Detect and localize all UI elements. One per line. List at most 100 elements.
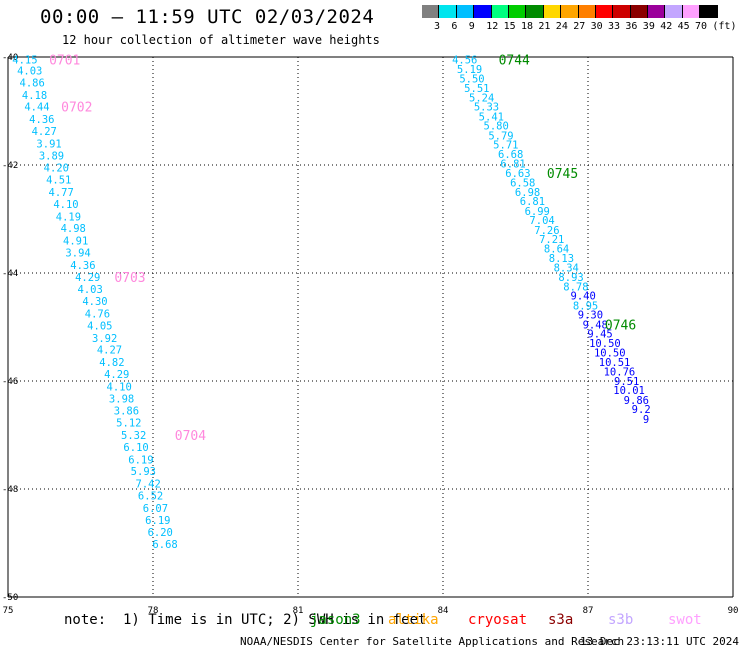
wave-height-label: 6.81 xyxy=(500,158,525,170)
wave-height-label: 3.98 xyxy=(109,393,134,405)
wave-height-label: 9.40 xyxy=(571,291,596,303)
scale-swatch xyxy=(613,5,631,18)
scale-swatch xyxy=(561,5,579,18)
wave-height-label: 4.86 xyxy=(20,77,45,89)
time-label: 0703 xyxy=(114,271,145,286)
wave-height-label: 5.51 xyxy=(464,83,489,95)
wave-height-label: 6.58 xyxy=(510,177,535,189)
mission-legend-altika: altika xyxy=(388,612,439,628)
y-tick-label: -46 xyxy=(2,377,18,387)
wave-height-label: 5.32 xyxy=(121,430,146,442)
scale-swatch xyxy=(526,5,544,18)
graticule xyxy=(7,56,734,598)
scale-swatch xyxy=(422,5,440,18)
scale-label: 39 xyxy=(642,21,655,32)
scale-swatch xyxy=(474,5,492,18)
wave-height-label: 8.95 xyxy=(573,300,598,312)
wave-height-label: 9.45 xyxy=(587,328,612,340)
wave-height-label: 7.21 xyxy=(539,234,564,246)
wave-height-label: 6.52 xyxy=(138,490,163,502)
mission-legend-jason3: jason3 xyxy=(310,612,361,628)
scale-label: 3 xyxy=(434,21,441,32)
scale-label: 42 xyxy=(660,21,673,32)
wave-height-label: 5.12 xyxy=(116,418,141,430)
wave-height-label: 4.29 xyxy=(104,369,129,381)
scale-swatch xyxy=(682,5,701,18)
wave-height-label: 7.42 xyxy=(136,479,161,491)
time-label: 0701 xyxy=(49,54,80,69)
wave-height-label: 5.33 xyxy=(474,102,499,114)
wave-height-label: 6.10 xyxy=(123,442,148,454)
wave-height-label: 4.51 xyxy=(46,175,71,187)
wave-height-label: 5.41 xyxy=(479,111,504,123)
wave-height-label: 4.05 xyxy=(87,320,112,332)
scale-swatch xyxy=(595,5,614,18)
wave-height-label: 8.34 xyxy=(554,263,579,275)
wave-height-label: 8.78 xyxy=(563,282,588,294)
y-tick-label: -42 xyxy=(2,161,18,171)
wave-height-label: 4.76 xyxy=(85,309,110,321)
wave-height-tracks: 4.154.034.864.184.444.364.273.913.894.20… xyxy=(12,55,650,551)
wave-height-label: 4.03 xyxy=(78,284,103,296)
wave-height-label: 4.77 xyxy=(49,187,74,199)
time-label: 0745 xyxy=(547,167,578,182)
wave-height-label: 9.86 xyxy=(624,395,649,407)
wave-height-label: 4.91 xyxy=(63,236,88,248)
wave-height-label: 4.19 xyxy=(56,211,81,223)
wave-height-label: 4.98 xyxy=(61,223,86,235)
time-label: 0746 xyxy=(605,318,636,333)
wave-height-label: 9 xyxy=(643,414,649,426)
wave-height-label: 4.56 xyxy=(452,55,477,67)
time-label: 0744 xyxy=(499,54,530,69)
color-scale-labels: 3 6 9 12 15 18 21 24 27 30 33 36 39 42 45 70 (ft) xyxy=(422,21,740,33)
scale-label: (ft) xyxy=(712,21,737,32)
wave-height-label: 3.92 xyxy=(92,333,117,345)
page-subtitle: 12 hour collection of altimeter wave hei… xyxy=(62,33,380,47)
color-scale-bar xyxy=(422,5,718,18)
credit-line: NOAA/NESDIS Center for Satellite Applica… xyxy=(240,635,625,648)
scale-label: 21 xyxy=(538,21,551,32)
wave-height-label: 4.36 xyxy=(70,260,95,272)
scale-label: 45 xyxy=(677,21,690,32)
scale-swatch xyxy=(456,5,475,18)
mission-legend-s3a: s3a xyxy=(548,612,574,628)
wave-height-label: 9.51 xyxy=(614,376,639,388)
scale-swatch xyxy=(491,5,509,18)
x-tick-label: 84 xyxy=(438,606,449,616)
time-label: 0702 xyxy=(61,101,92,116)
y-tick-label: -48 xyxy=(2,485,18,495)
wave-height-label: 9.2 xyxy=(632,404,651,416)
x-tick-label: 75 xyxy=(3,606,14,616)
y-tick-label: -50 xyxy=(2,593,18,603)
scale-label: 15 xyxy=(503,21,516,32)
generation-timestamp: 13 Dec 23:13:11 UTC 2024 xyxy=(580,635,739,648)
wave-height-label: 4.20 xyxy=(44,163,69,175)
wave-height-label: 5.50 xyxy=(459,74,484,86)
wave-height-label: 10.76 xyxy=(604,366,636,378)
x-tick-label: 78 xyxy=(148,606,159,616)
footer-note: note: 1) Time is in UTC; 2) SWH is in fe… xyxy=(64,612,427,628)
mission-legend-cryosat: cryosat xyxy=(468,612,528,628)
wave-height-label: 5.24 xyxy=(469,93,494,105)
wave-height-label: 6.07 xyxy=(143,503,168,515)
scale-label: 33 xyxy=(608,21,621,32)
wave-height-label: 7.04 xyxy=(529,215,554,227)
scale-label: 24 xyxy=(555,21,568,32)
scale-label: 36 xyxy=(625,21,638,32)
scale-label: 30 xyxy=(590,21,603,32)
scale-swatch xyxy=(648,5,666,18)
wave-height-label: 5.80 xyxy=(484,121,509,133)
wave-height-label: 5.79 xyxy=(488,130,513,142)
wave-height-label: 7.26 xyxy=(534,225,559,237)
scale-swatch xyxy=(439,5,457,18)
wave-height-label: 4.29 xyxy=(75,272,100,284)
wave-height-label: 3.86 xyxy=(114,406,139,418)
wave-height-label: 6.99 xyxy=(525,206,550,218)
wave-height-label: 6.19 xyxy=(128,454,153,466)
scale-swatch xyxy=(700,5,718,18)
wave-height-label: 6.20 xyxy=(148,527,173,539)
wave-height-label: 4.30 xyxy=(82,296,107,308)
wave-height-label: 4.10 xyxy=(107,381,132,393)
wave-height-label: 6.68 xyxy=(152,539,177,551)
